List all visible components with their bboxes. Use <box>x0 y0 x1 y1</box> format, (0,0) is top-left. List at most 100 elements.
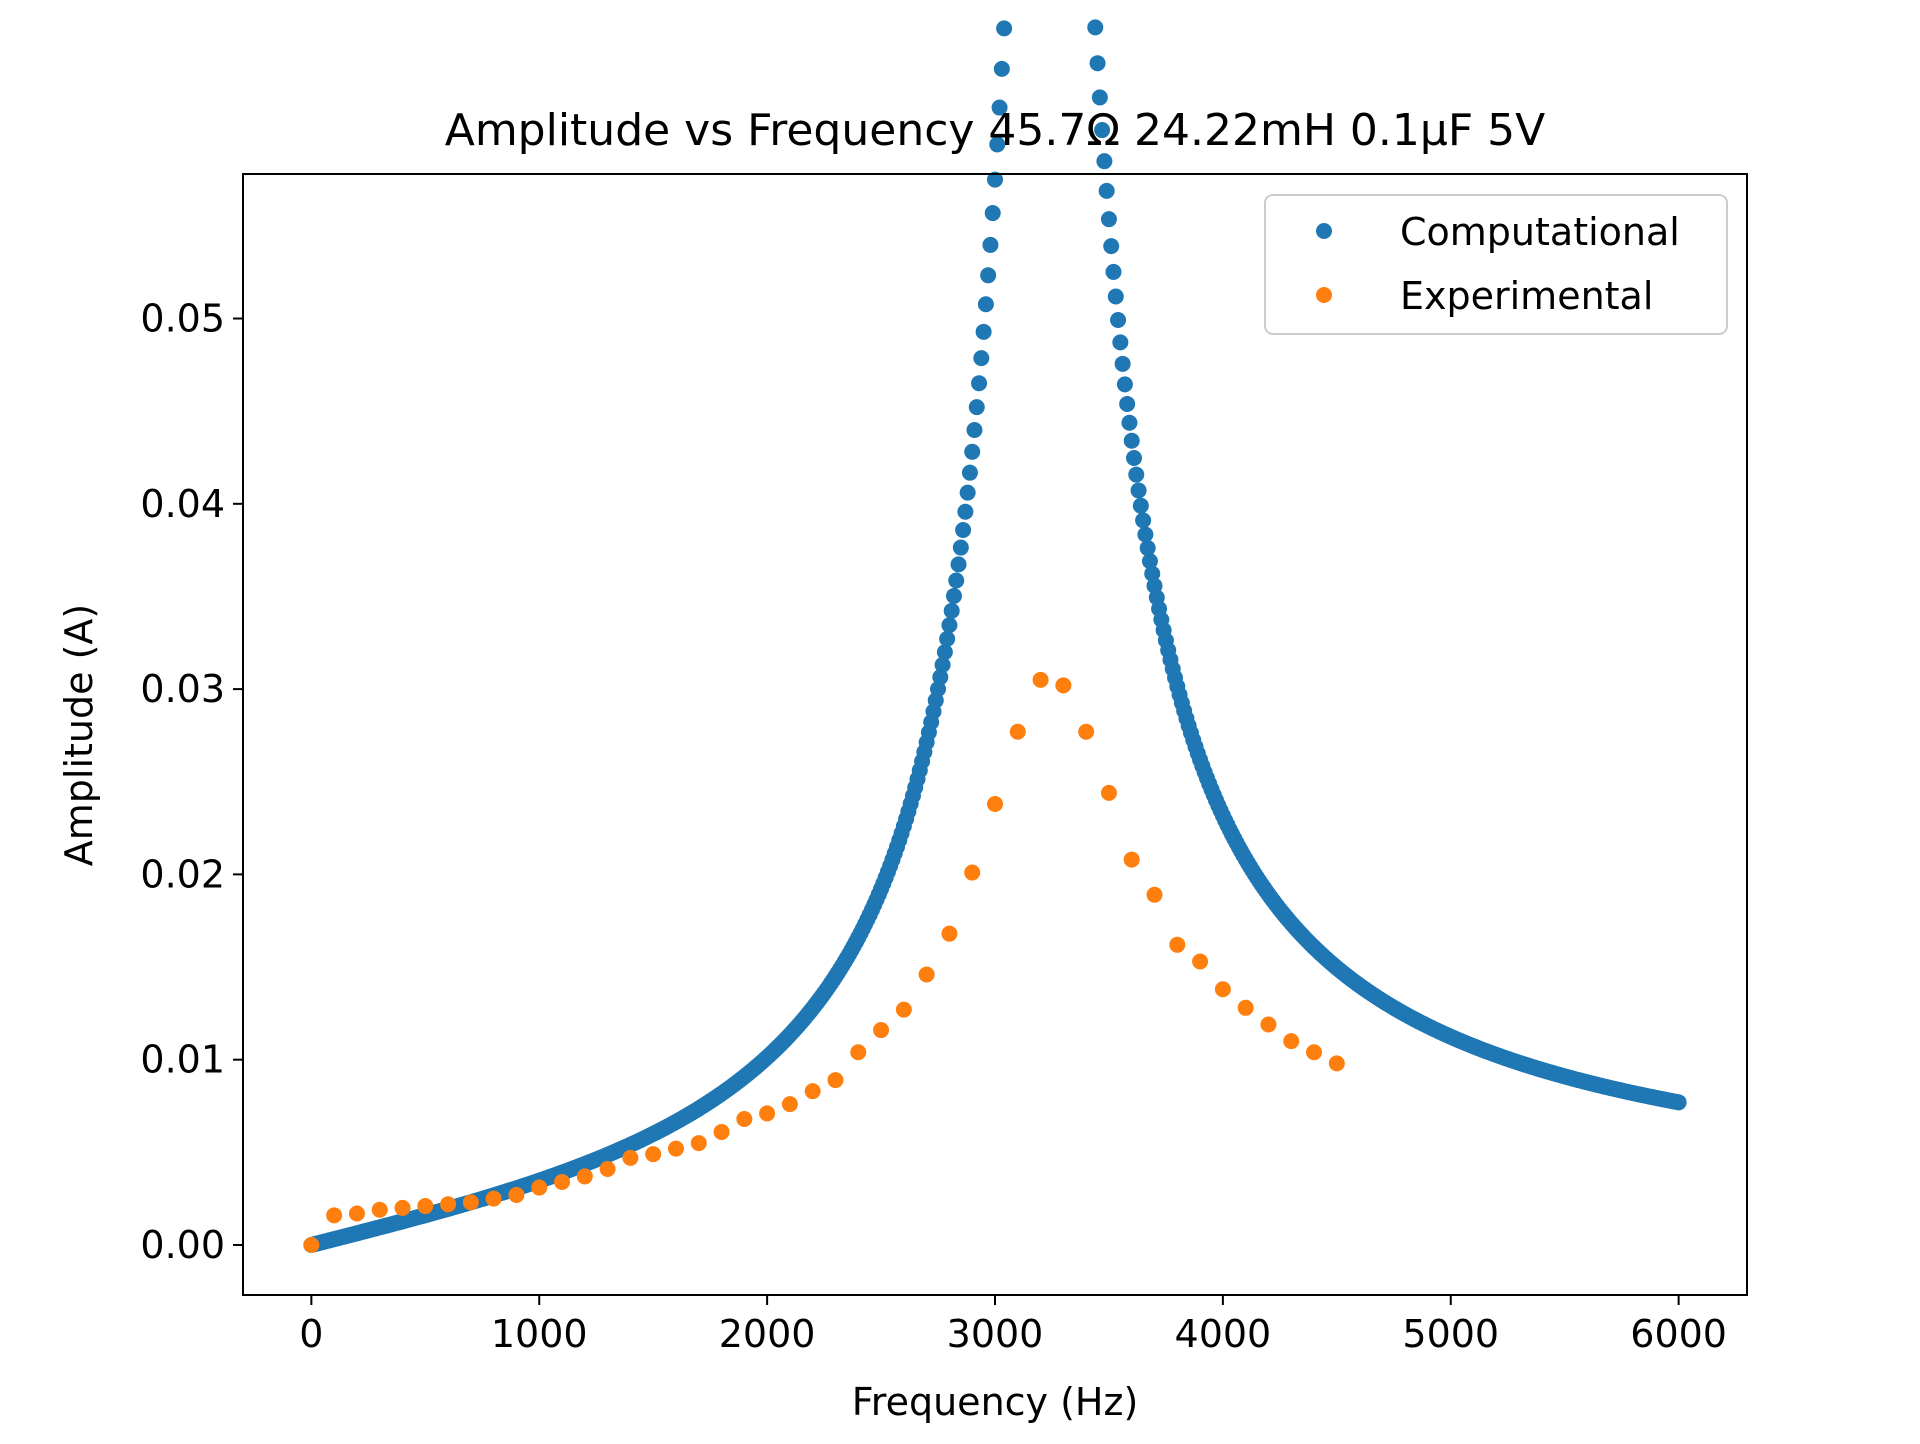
computational-point <box>939 630 956 647</box>
computational-point <box>1126 450 1143 467</box>
computational-point <box>955 522 972 539</box>
y-axis-ticks: 0.00 0.01 0.02 0.03 0.04 0.05 <box>140 297 243 1267</box>
experimental-point <box>371 1201 388 1218</box>
experimental-point <box>781 1096 798 1113</box>
computational-point <box>1121 414 1138 431</box>
experimental-point <box>1100 784 1117 801</box>
experimental-point <box>622 1149 639 1166</box>
experimental-point <box>417 1198 434 1215</box>
computational-point <box>1091 89 1108 106</box>
computational-point <box>993 60 1010 77</box>
computational-point <box>980 267 997 284</box>
computational-point <box>1107 288 1124 305</box>
experimental-point <box>850 1044 867 1061</box>
legend-box <box>1264 194 1728 335</box>
experimental-point <box>987 795 1003 812</box>
experimental-point <box>918 966 935 983</box>
experimental-point <box>554 1173 571 1190</box>
experimental-point <box>1146 886 1163 903</box>
computational-point <box>932 669 949 686</box>
computational-point <box>1128 466 1145 483</box>
computational-point <box>1119 395 1136 412</box>
computational-point <box>1103 238 1120 255</box>
computational-point <box>1089 55 1106 72</box>
chart-title: Amplitude vs Frequency 45.7Ω 24.22mH 0.1… <box>445 105 1546 156</box>
experimental-point <box>713 1123 730 1140</box>
x-tick-label: 3000 <box>947 1312 1044 1356</box>
x-tick-label: 5000 <box>1402 1312 1499 1356</box>
computational-point <box>996 20 1013 37</box>
experimental-point <box>736 1110 753 1127</box>
legend: Computational Experimental <box>1264 194 1728 335</box>
experimental-point <box>1192 953 1209 970</box>
computational-point <box>950 556 967 573</box>
computational-point <box>1094 122 1111 139</box>
computational-point <box>1105 263 1122 280</box>
x-axis-label: Frequency (Hz) <box>852 1380 1139 1424</box>
computational-point <box>1130 482 1147 499</box>
experimental-point <box>690 1135 707 1152</box>
computational-point <box>991 99 1008 116</box>
computational-point <box>1087 19 1104 36</box>
experimental-point <box>303 1236 320 1253</box>
x-tick-label: 1000 <box>491 1312 588 1356</box>
experimental-point <box>531 1179 548 1196</box>
computational-point <box>987 171 1003 188</box>
experimental-point <box>645 1146 662 1163</box>
computational-point <box>941 617 958 634</box>
legend-marker-computational <box>1316 223 1332 239</box>
computational-point <box>977 296 994 313</box>
experimental-point <box>941 925 958 942</box>
computational-point <box>1141 553 1158 570</box>
experimental-point <box>759 1105 776 1122</box>
experimental-point <box>508 1186 525 1203</box>
experimental-point <box>1328 1055 1345 1072</box>
experimental-point <box>895 1001 912 1018</box>
experimental-point <box>1169 936 1186 953</box>
legend-marker-experimental <box>1316 287 1332 303</box>
computational-point <box>1116 376 1133 393</box>
x-tick-label: 4000 <box>1175 1312 1272 1356</box>
experimental-point <box>394 1199 411 1216</box>
experimental-point <box>1214 981 1231 998</box>
computational-point <box>1137 526 1154 543</box>
computational-point <box>961 464 978 481</box>
computational-point <box>1670 1094 1687 1111</box>
experimental-point <box>348 1205 365 1222</box>
experimental-point <box>827 1072 844 1089</box>
computational-point <box>1112 334 1129 351</box>
experimental-point <box>1237 999 1254 1016</box>
experimental-point <box>440 1196 457 1213</box>
experimental-point <box>1009 723 1026 740</box>
computational-point <box>943 602 960 619</box>
computational-point <box>982 236 999 253</box>
experimental-point <box>1078 723 1095 740</box>
computational-point <box>936 644 953 661</box>
y-tick-label: 0.03 <box>140 667 225 711</box>
x-axis-ticks: 0 1000 2000 3000 4000 5000 6000 <box>299 1295 1727 1356</box>
computational-point <box>1132 497 1149 514</box>
y-tick-label: 0.01 <box>140 1038 225 1082</box>
experimental-point <box>1283 1033 1300 1050</box>
experimental-point <box>462 1194 479 1211</box>
plot-area <box>303 19 1687 1253</box>
experimental-point <box>485 1190 502 1207</box>
legend-label-computational: Computational <box>1400 210 1680 254</box>
computational-point <box>973 350 990 367</box>
computational-point <box>1110 311 1127 328</box>
computational-point <box>1098 182 1115 199</box>
computational-point <box>1123 432 1140 449</box>
computational-point <box>930 681 947 698</box>
computational-point <box>1096 153 1113 170</box>
computational-point <box>959 484 976 501</box>
experimental-point <box>326 1207 343 1224</box>
computational-point <box>975 323 992 340</box>
x-tick-label: 6000 <box>1630 1312 1727 1356</box>
computational-point <box>934 656 951 673</box>
legend-label-experimental: Experimental <box>1400 274 1653 318</box>
computational-point <box>948 572 965 589</box>
y-tick-label: 0.00 <box>140 1223 225 1267</box>
experimental-point <box>576 1168 593 1185</box>
